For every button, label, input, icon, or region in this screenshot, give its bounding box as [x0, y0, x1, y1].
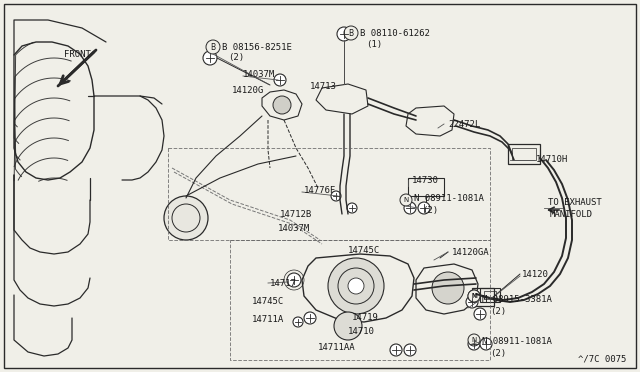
Text: 14745C: 14745C [252, 297, 284, 306]
Text: B 08110-61262: B 08110-61262 [360, 29, 430, 38]
Text: M 08915-3381A: M 08915-3381A [482, 295, 552, 304]
Circle shape [466, 296, 478, 308]
Text: N: N [403, 197, 408, 203]
Circle shape [164, 196, 208, 240]
Text: 14776F: 14776F [304, 186, 336, 195]
Text: B 08156-8251E: B 08156-8251E [222, 43, 292, 52]
Text: B: B [211, 42, 216, 51]
Circle shape [347, 203, 357, 213]
Text: 14717: 14717 [270, 279, 297, 288]
Text: 14719: 14719 [352, 313, 379, 322]
Circle shape [344, 26, 358, 40]
Text: 14713: 14713 [310, 82, 337, 91]
Circle shape [206, 40, 220, 54]
Circle shape [337, 27, 351, 41]
Text: (2): (2) [490, 307, 506, 316]
Bar [408, 178, 444, 196]
Circle shape [390, 344, 402, 356]
Text: N 08911-1081A: N 08911-1081A [482, 337, 552, 346]
Circle shape [468, 290, 480, 302]
Bar [512, 148, 536, 160]
Text: N: N [472, 293, 477, 299]
Bar [480, 288, 500, 302]
Circle shape [334, 312, 362, 340]
Circle shape [274, 74, 286, 86]
Circle shape [418, 202, 430, 214]
Text: B: B [348, 29, 353, 38]
Text: 14710: 14710 [348, 327, 375, 336]
Text: TO EXHAUST: TO EXHAUST [548, 198, 602, 207]
Text: 14711A: 14711A [252, 315, 284, 324]
Text: 14710H: 14710H [536, 155, 568, 164]
Circle shape [273, 96, 291, 114]
Text: 14745C: 14745C [348, 246, 380, 255]
Text: (2): (2) [422, 206, 438, 215]
Text: 14712B: 14712B [280, 210, 312, 219]
Text: (2): (2) [228, 53, 244, 62]
Text: (1): (1) [366, 40, 382, 49]
Text: N: N [472, 337, 477, 343]
Circle shape [468, 338, 480, 350]
Circle shape [287, 273, 301, 287]
Text: ^/7C 0075: ^/7C 0075 [578, 355, 627, 364]
Circle shape [304, 312, 316, 324]
Text: 14120GA: 14120GA [452, 248, 490, 257]
Text: N 08911-1081A: N 08911-1081A [414, 194, 484, 203]
Text: 14037M: 14037M [278, 224, 310, 233]
Circle shape [328, 258, 384, 314]
Circle shape [468, 334, 480, 346]
Text: FRONT: FRONT [64, 50, 91, 59]
Circle shape [203, 51, 217, 65]
Text: 22472L: 22472L [448, 120, 480, 129]
Bar [508, 144, 540, 164]
Text: (2): (2) [490, 349, 506, 358]
Bar [484, 291, 496, 299]
Circle shape [331, 191, 341, 201]
Circle shape [404, 344, 416, 356]
Text: MANIFOLD: MANIFOLD [550, 210, 593, 219]
Circle shape [400, 194, 412, 206]
Text: 14730: 14730 [412, 176, 439, 185]
Circle shape [404, 202, 416, 214]
Text: 14037M: 14037M [243, 70, 275, 79]
Text: 14711AA: 14711AA [318, 343, 356, 352]
Circle shape [480, 338, 492, 350]
Circle shape [348, 278, 364, 294]
Circle shape [468, 290, 480, 302]
Circle shape [432, 272, 464, 304]
Text: 14120G: 14120G [232, 86, 264, 95]
Text: M: M [471, 293, 477, 299]
Text: 14120: 14120 [522, 270, 549, 279]
Circle shape [474, 308, 486, 320]
Circle shape [293, 317, 303, 327]
Bar [472, 288, 494, 306]
